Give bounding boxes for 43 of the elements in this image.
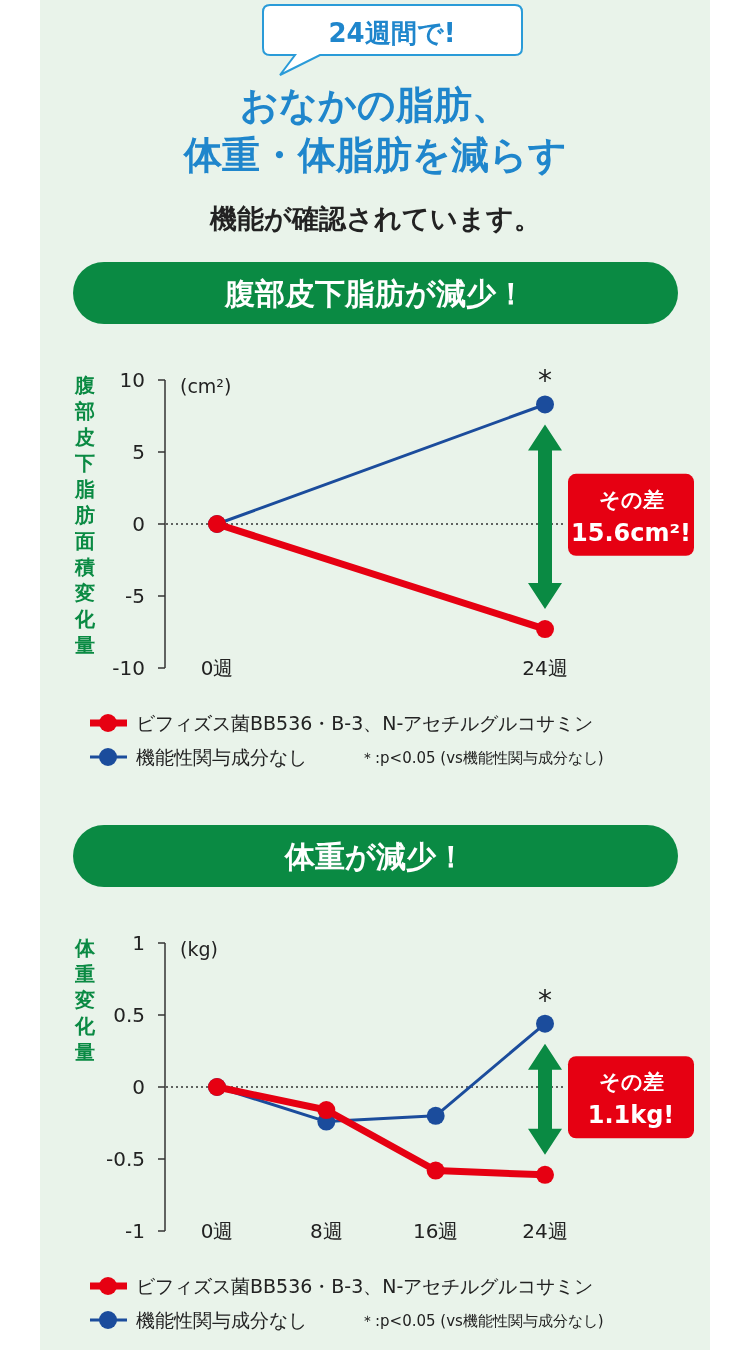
x-tick-label: 0週 <box>200 1219 234 1243</box>
point <box>536 620 554 639</box>
x-tick-label: 8週 <box>309 1219 343 1243</box>
y-tick-label: 0.5 <box>113 1003 145 1027</box>
chart-title: 体重が減少！ <box>283 839 466 874</box>
text: ＊:p<0.05 (vs機能性関与成分なし) <box>360 1312 604 1330</box>
point <box>536 1165 554 1184</box>
x-tick-label: 0週 <box>200 656 234 680</box>
annotation: * <box>538 364 552 398</box>
point <box>426 1106 445 1125</box>
legend-label: 機能性関与成分なし <box>136 1309 307 1331</box>
y-tick-label: 0 <box>132 512 145 536</box>
text: ＊:p<0.05 (vs機能性関与成分なし) <box>360 749 604 767</box>
y-tick-label: -0.5 <box>105 1147 145 1171</box>
text: 機能が確認されています。 <box>208 203 541 234</box>
annotation: (cm²) <box>180 375 232 397</box>
text: 腹部皮下脂肪面積変化量 <box>75 373 95 657</box>
legend-label: ビフィズス菌BB536・B-3、N-アセチルグルコサミン <box>136 712 594 734</box>
annotation: (kg) <box>180 938 218 960</box>
annotation: * <box>538 983 552 1017</box>
text: その差 15.6cm²! <box>571 487 691 547</box>
x-tick-label: 16週 <box>412 1219 459 1243</box>
point <box>317 1101 336 1120</box>
y-axis-title: 体重変化量 <box>74 936 96 1064</box>
text: おなかの脂肪、 <box>240 83 510 127</box>
y-tick-label: -10 <box>112 656 145 680</box>
legend-label: ビフィズス菌BB536・B-3、N-アセチルグルコサミン <box>136 1275 594 1297</box>
point <box>536 1014 554 1033</box>
text: その差 1.1kg! <box>587 1070 675 1130</box>
y-tick-label: -5 <box>125 584 145 608</box>
y-tick-label: 0 <box>132 1075 145 1099</box>
legend-label: 機能性関与成分なし <box>136 746 307 768</box>
y-tick-label: -1 <box>125 1219 145 1243</box>
chart-title: 腹部皮下脂肪が減少！ <box>223 276 526 311</box>
point <box>536 395 554 414</box>
x-tick-label: 24週 <box>522 1219 568 1243</box>
x-tick-label: 24週 <box>522 656 568 680</box>
text: 体重・体脂肪を減らす <box>181 133 567 177</box>
y-tick-label: 5 <box>132 440 145 464</box>
y-tick-label: 1 <box>132 931 145 955</box>
text: 24週間で! <box>328 18 456 48</box>
y-tick-label: 10 <box>119 368 145 392</box>
point <box>426 1161 445 1180</box>
